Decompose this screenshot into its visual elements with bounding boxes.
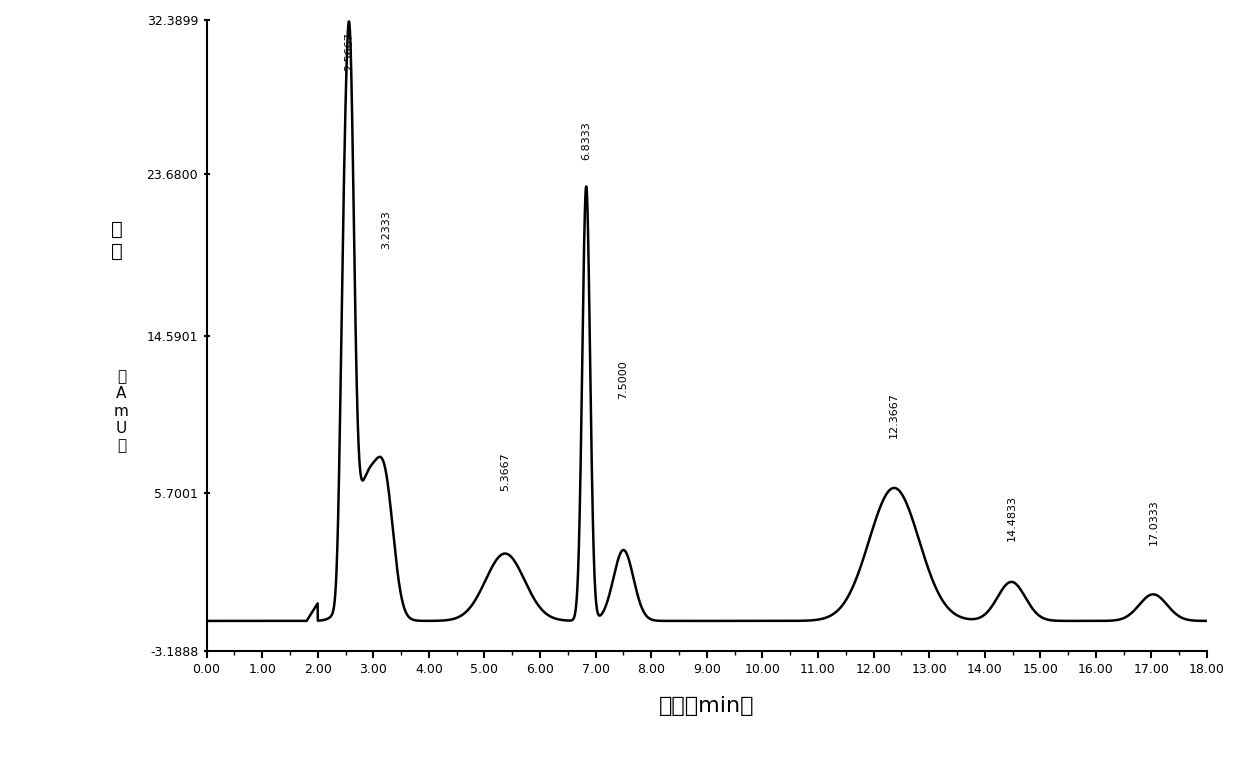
Text: 2.5667: 2.5667: [345, 32, 355, 72]
Text: 5.3667: 5.3667: [500, 453, 510, 491]
Text: （
A
m
U
）: （ A m U ）: [114, 369, 129, 454]
Text: 14.4833: 14.4833: [1007, 495, 1017, 541]
X-axis label: 时间（min）: 时间（min）: [660, 697, 755, 717]
Text: 7.5000: 7.5000: [619, 360, 629, 400]
Text: 17.0333: 17.0333: [1148, 499, 1158, 544]
Text: 电
压: 电 压: [110, 220, 123, 261]
Text: 3.2333: 3.2333: [381, 209, 392, 249]
Text: 12.3667: 12.3667: [889, 393, 899, 438]
Text: 6.8333: 6.8333: [582, 121, 591, 160]
